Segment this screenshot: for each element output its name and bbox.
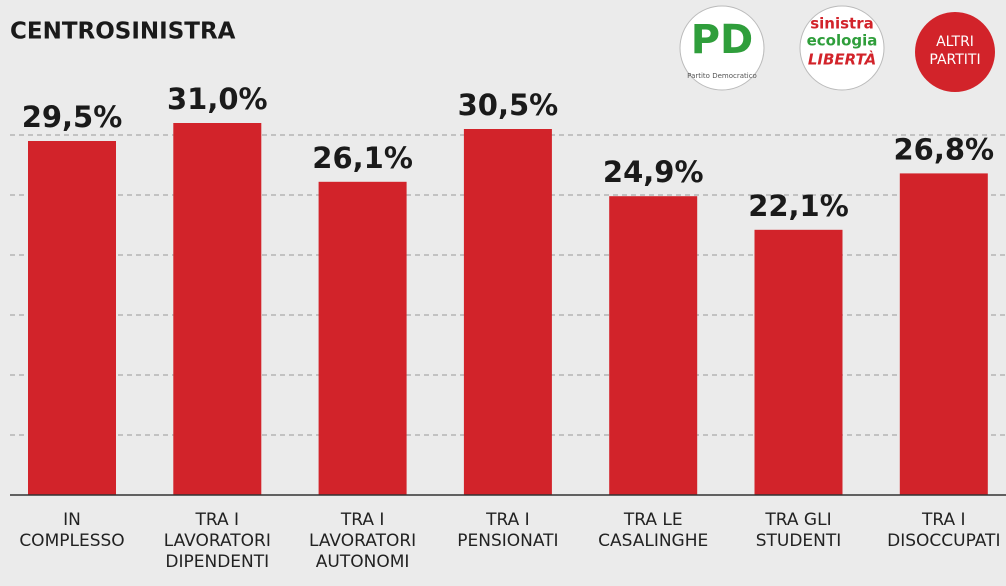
value-label: 26,8%	[893, 132, 994, 166]
value-label: 26,1%	[312, 141, 413, 175]
logo-text: PD	[691, 17, 754, 63]
bar	[463, 129, 552, 495]
x-tick-label: TRA LE CASALINGHE	[598, 510, 708, 551]
bar	[318, 181, 407, 496]
x-tick-label: TRA I PENSIONATI	[457, 510, 558, 551]
x-tick-label: TRA I DISOCCUPATI	[887, 510, 1000, 551]
logo-text: ALTRI	[936, 34, 974, 50]
logo-text: ecologia	[807, 32, 878, 50]
value-label: 31,0%	[167, 82, 268, 116]
chart-title: CENTROSINISTRA	[10, 19, 236, 45]
x-tick-label: IN COMPLESSO	[19, 510, 124, 551]
logo-pd: PD Partito Democratico	[679, 5, 765, 91]
logo-circle	[799, 5, 885, 91]
value-label: 29,5%	[22, 100, 123, 134]
logo-circle	[679, 5, 765, 91]
x-tick-label: TRA I LAVORATORI AUTONOMI	[309, 510, 416, 572]
bar	[173, 123, 262, 495]
bar	[899, 173, 988, 495]
logo-text: sinistra	[810, 15, 874, 33]
x-tick-label: TRA I LAVORATORI DIPENDENTI	[164, 510, 271, 572]
bar	[609, 196, 698, 495]
value-label: 30,5%	[458, 88, 559, 122]
logo-text: PARTITI	[929, 52, 980, 68]
logo-circle	[915, 12, 995, 92]
logo-text: LIBERTÀ	[808, 50, 876, 69]
value-label: 22,1%	[748, 189, 849, 223]
x-tick-label: TRA GLI STUDENTI	[756, 510, 842, 551]
value-label: 24,9%	[603, 155, 704, 189]
logo-altri: ALTRI PARTITI	[915, 12, 995, 92]
logo-sel: sinistra ecologia LIBERTÀ	[799, 5, 885, 91]
logo-caption: Partito Democratico	[687, 72, 757, 80]
bar	[28, 141, 116, 495]
bar	[754, 229, 843, 496]
